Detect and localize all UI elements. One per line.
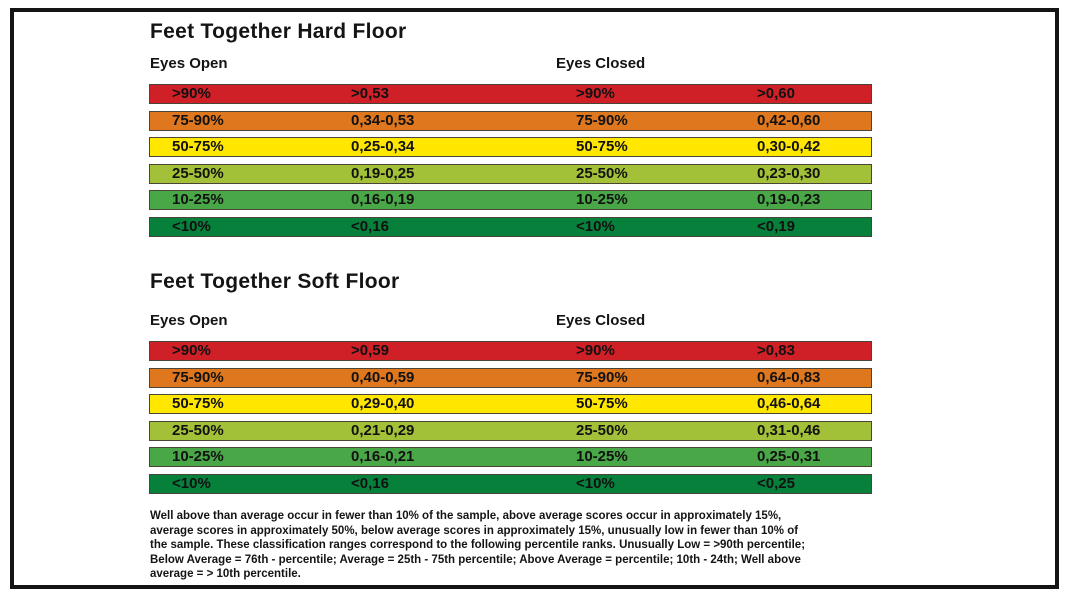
eyes-open-range: 0,40-0,59	[351, 368, 415, 386]
eyes-open-percentile: 25-50%	[172, 421, 224, 439]
table-row: 10-25% 0,16-0,21 10-25% 0,25-0,31	[149, 447, 872, 467]
footnote-line: average = > 10th percentile.	[150, 568, 301, 580]
eyes-closed-range: 0,23-0,30	[757, 164, 821, 182]
eyes-closed-range: >0,60	[757, 85, 795, 102]
eyes-open-percentile: 25-50%	[172, 164, 224, 182]
footnote-line: Well above than average occur in fewer t…	[150, 510, 782, 522]
eyes-closed-range: 0,46-0,64	[757, 395, 821, 412]
eyes-closed-range: 0,64-0,83	[757, 368, 821, 386]
eyes-open-percentile: 75-90%	[172, 368, 224, 386]
table-row: <10% <0,16 <10% <0,25	[149, 473, 872, 494]
table-soft-floor: >90% >0,59 >90% >0,83 75-90% 0,40-0,59 7…	[149, 341, 872, 494]
table-row: >90% >0,53 >90% >0,60	[149, 84, 872, 104]
eyes-closed-percentile: >90%	[576, 85, 615, 102]
eyes-closed-range: 0,30-0,42	[757, 138, 821, 155]
eyes-closed-percentile: 50-75%	[576, 138, 628, 155]
header-eyes-closed-soft: Eyes Closed	[556, 312, 646, 329]
table-row: 75-90% 0,40-0,59 75-90% 0,64-0,83	[149, 367, 872, 388]
eyes-open-percentile: >90%	[172, 342, 211, 359]
eyes-closed-percentile: <10%	[576, 474, 615, 492]
table-row: 25-50% 0,21-0,29 25-50% 0,31-0,46	[149, 420, 872, 441]
table-row: >90% >0,59 >90% >0,83	[149, 341, 872, 361]
eyes-closed-percentile: 75-90%	[576, 111, 628, 129]
eyes-open-range: <0,16	[351, 217, 389, 235]
footnote-line: Below Average = 76th - percentile; Avera…	[150, 553, 801, 566]
eyes-closed-percentile: 50-75%	[576, 395, 628, 412]
eyes-open-range: 0,16-0,21	[351, 448, 415, 465]
header-eyes-open-soft: Eyes Open	[150, 312, 228, 329]
header-eyes-open-hard: Eyes Open	[150, 55, 228, 72]
table-row: 50-75% 0,29-0,40 50-75% 0,46-0,64	[149, 394, 872, 414]
eyes-closed-percentile: 25-50%	[576, 164, 628, 182]
table-row: 10-25% 0,16-0,19 10-25% 0,19-0,23	[149, 190, 872, 210]
eyes-open-range: >0,59	[351, 342, 389, 359]
eyes-closed-range: <0,25	[757, 474, 795, 492]
eyes-closed-percentile: 10-25%	[576, 448, 628, 465]
footnote-line: the sample. These classification ranges …	[150, 539, 806, 551]
eyes-open-percentile: 50-75%	[172, 395, 224, 412]
eyes-open-percentile: <10%	[172, 474, 211, 492]
footnote: Well above than average occur in fewer t…	[150, 509, 870, 582]
eyes-open-percentile: 50-75%	[172, 138, 224, 155]
table-row: <10% <0,16 <10% <0,19	[149, 216, 872, 237]
section-title-soft-floor: Feet Together Soft Floor	[150, 270, 400, 293]
eyes-open-percentile: >90%	[172, 85, 211, 102]
header-eyes-closed-hard: Eyes Closed	[556, 55, 646, 72]
eyes-open-percentile: 10-25%	[172, 191, 224, 208]
eyes-open-range: 0,29-0,40	[351, 395, 415, 412]
eyes-open-percentile: 75-90%	[172, 111, 224, 129]
eyes-closed-range: 0,25-0,31	[757, 448, 821, 465]
footnote-line: average scores in approximately 50%, bel…	[150, 524, 799, 537]
eyes-closed-range: 0,31-0,46	[757, 421, 821, 439]
eyes-open-range: 0,34-0,53	[351, 111, 415, 129]
eyes-open-range: <0,16	[351, 474, 389, 492]
table-hard-floor: >90% >0,53 >90% >0,60 75-90% 0,34-0,53 7…	[149, 84, 872, 237]
eyes-closed-percentile: 25-50%	[576, 421, 628, 439]
eyes-closed-range: 0,19-0,23	[757, 191, 821, 208]
eyes-closed-percentile: 75-90%	[576, 368, 628, 386]
eyes-closed-range: <0,19	[757, 217, 795, 235]
table-row: 50-75% 0,25-0,34 50-75% 0,30-0,42	[149, 137, 872, 157]
table-row: 75-90% 0,34-0,53 75-90% 0,42-0,60	[149, 110, 872, 131]
eyes-open-percentile: 10-25%	[172, 448, 224, 465]
eyes-open-range: 0,16-0,19	[351, 191, 415, 208]
section-title-hard-floor: Feet Together Hard Floor	[150, 20, 407, 43]
eyes-open-percentile: <10%	[172, 217, 211, 235]
eyes-closed-percentile: >90%	[576, 342, 615, 359]
eyes-closed-percentile: 10-25%	[576, 191, 628, 208]
eyes-closed-percentile: <10%	[576, 217, 615, 235]
eyes-open-range: 0,21-0,29	[351, 421, 415, 439]
eyes-closed-range: 0,42-0,60	[757, 111, 821, 129]
eyes-open-range: >0,53	[351, 85, 389, 102]
eyes-open-range: 0,25-0,34	[351, 138, 415, 155]
eyes-closed-range: >0,83	[757, 342, 795, 359]
table-row: 25-50% 0,19-0,25 25-50% 0,23-0,30	[149, 163, 872, 184]
eyes-open-range: 0,19-0,25	[351, 164, 415, 182]
